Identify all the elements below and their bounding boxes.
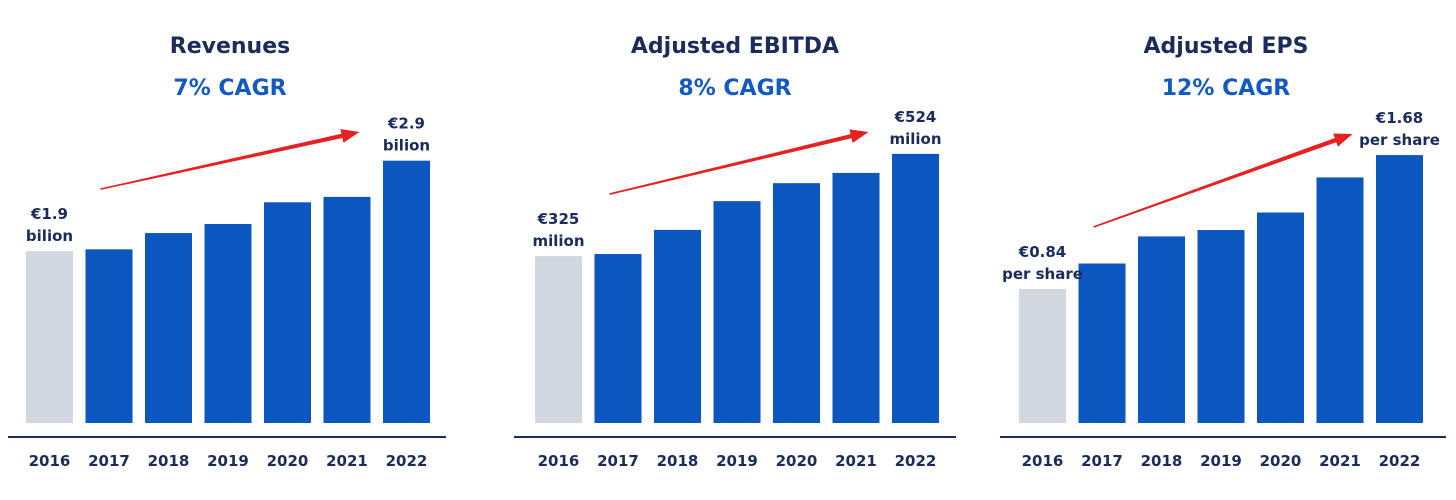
end-value-label: €2.9 [387,115,425,133]
bar-2020 [1257,212,1304,423]
growth-arrow [609,129,869,195]
adjusted-ebitda-chart: 2016 2017 2018 2019 2020 2021 2022 €325 milion €5… [514,108,956,470]
chart-title: Revenues [169,34,291,59]
x-tick-label: 2019 [716,452,758,470]
x-tick-label: 2016 [1022,452,1064,470]
x-tick-label: 2019 [207,452,249,470]
end-value-label: bilion [383,137,430,155]
growth-arrow [1093,133,1353,228]
bar-2017 [1078,263,1126,423]
bar-2018 [1138,236,1185,423]
bar-2021 [832,172,880,423]
revenues-chart: 2016 2017 2018 2019 2020 2021 2022 €1.9 bilion €2… [8,115,446,470]
end-value-label: €524 [894,108,937,126]
x-tick-label: 2020 [267,452,309,470]
growth-arrow [100,129,360,190]
x-tick-label: 2021 [835,452,877,470]
adjusted-eps-chart: 2016 2017 2018 2019 2020 2021 2022 €0.84 per sha… [1000,109,1446,470]
bar-2018 [145,233,192,423]
bar-2017 [594,254,642,423]
x-tick-label: 2018 [1141,452,1183,470]
chart-panel-revenues: Revenues 7% CAGR 2016 2017 2018 2019 2020 202… [0,0,460,500]
chart-title: Adjusted EBITDA [630,34,840,59]
end-value-label: €1.68 [1375,109,1423,127]
bar-2017 [85,249,133,423]
bar-2018 [654,229,701,423]
start-value-label: milion [532,232,584,250]
x-tick-label: 2018 [148,452,190,470]
bar-2019 [713,201,761,423]
chart-subtitle: 12% CAGR [1161,76,1291,101]
x-tick-label: 2020 [776,452,818,470]
x-tick-label: 2018 [657,452,699,470]
bar-2019 [204,224,252,423]
x-tick-label: 2022 [895,452,937,470]
chart-subtitle: 8% CAGR [678,76,792,101]
chart-title: Adjusted EPS [1143,34,1309,59]
x-tick-label: 2021 [1319,452,1361,470]
chart-panel-adjusted-eps: Adjusted EPS 12% CAGR 2016 2017 2018 2019 20… [996,0,1456,500]
bar-2020 [773,183,820,423]
bar-2020 [264,202,311,423]
chart-panel-adjusted-ebitda: Adjusted EBITDA 8% CAGR 2016 2017 2018 2019… [500,0,970,500]
bar-2022 [383,160,430,424]
start-value-label: €0.84 [1018,243,1066,261]
x-tick-label: 2017 [597,452,639,470]
start-value-label: €1.9 [30,205,68,223]
start-value-label: €325 [537,210,580,228]
bar-2016 [26,251,73,423]
x-tick-label: 2021 [326,452,368,470]
bar-2019 [1197,230,1245,423]
start-value-label: per share [1002,265,1083,283]
x-tick-label: 2017 [88,452,130,470]
x-tick-label: 2016 [29,452,71,470]
x-tick-label: 2017 [1081,452,1123,470]
end-value-label: milion [889,130,941,148]
x-tick-label: 2020 [1260,452,1302,470]
x-tick-label: 2019 [1200,452,1242,470]
x-tick-label: 2022 [386,452,428,470]
bar-2021 [1316,177,1364,423]
x-tick-label: 2016 [538,452,580,470]
bar-2022 [892,153,939,424]
chart-subtitle: 7% CAGR [173,76,287,101]
bar-2016 [1019,289,1066,423]
bar-2022 [1376,155,1423,423]
start-value-label: bilion [26,227,73,245]
x-tick-label: 2022 [1379,452,1421,470]
bar-2021 [323,196,371,423]
bar-2016 [535,256,582,423]
end-value-label: per share [1359,131,1440,149]
